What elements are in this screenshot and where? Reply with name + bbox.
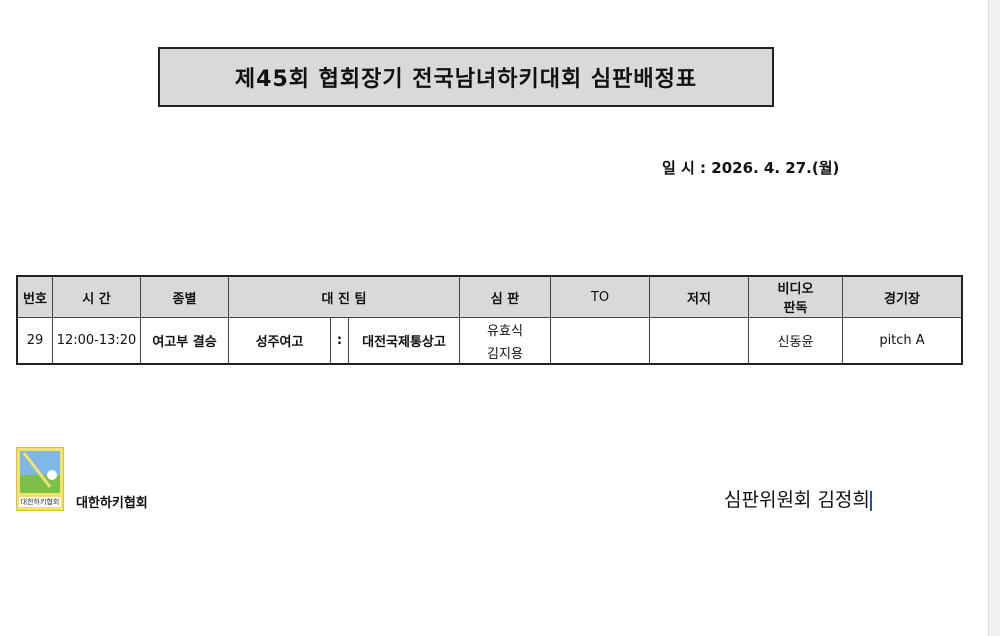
hockey-association-logo: 대한하키협회 bbox=[16, 447, 64, 511]
header-category: 종별 bbox=[140, 275, 229, 318]
referee-2: 김지용 bbox=[487, 346, 523, 362]
cell-no: 29 bbox=[16, 317, 53, 365]
text-cursor bbox=[869, 490, 872, 511]
signature-text: 심판위원회 김정희 bbox=[724, 489, 870, 511]
assignment-table: 번호 시 간 종별 대 진 팀 심 판 TO 저지 비디오 판독 경기장 29 … bbox=[16, 275, 963, 365]
cell-team1: 성주여고 bbox=[228, 317, 331, 365]
referee-1: 유효식 bbox=[487, 323, 523, 339]
header-teams: 대 진 팀 bbox=[228, 275, 460, 318]
header-time: 시 간 bbox=[52, 275, 141, 318]
cell-venue: pitch A bbox=[842, 317, 963, 365]
header-judge: 저지 bbox=[649, 275, 749, 318]
cell-time: 12:00-13:20 bbox=[52, 317, 141, 365]
page-title: 제45회 협회장기 전국남녀하키대회 심판배정표 bbox=[158, 47, 774, 107]
header-venue: 경기장 bbox=[842, 275, 963, 318]
table-row: 29 12:00-13:20 여고부 결승 성주여고 : 대전국제통상고 유효식… bbox=[16, 317, 963, 365]
cell-to bbox=[550, 317, 650, 365]
cell-judge bbox=[649, 317, 749, 365]
cell-team2: 대전국제통상고 bbox=[348, 317, 460, 365]
event-date: 일 시 : 2026. 4. 27.(월) bbox=[662, 159, 840, 177]
org-name: 대한하키협회 bbox=[76, 496, 148, 511]
header-no: 번호 bbox=[16, 275, 53, 318]
header-to: TO bbox=[550, 275, 650, 318]
cell-video: 신동윤 bbox=[748, 317, 843, 365]
signature: 심판위원회 김정희 bbox=[724, 485, 872, 512]
scrollbar[interactable] bbox=[988, 0, 1000, 636]
header-referee: 심 판 bbox=[459, 275, 551, 318]
header-video: 비디오 판독 bbox=[748, 275, 843, 318]
cell-sep: : bbox=[330, 317, 349, 365]
cell-category: 여고부 결승 bbox=[140, 317, 229, 365]
